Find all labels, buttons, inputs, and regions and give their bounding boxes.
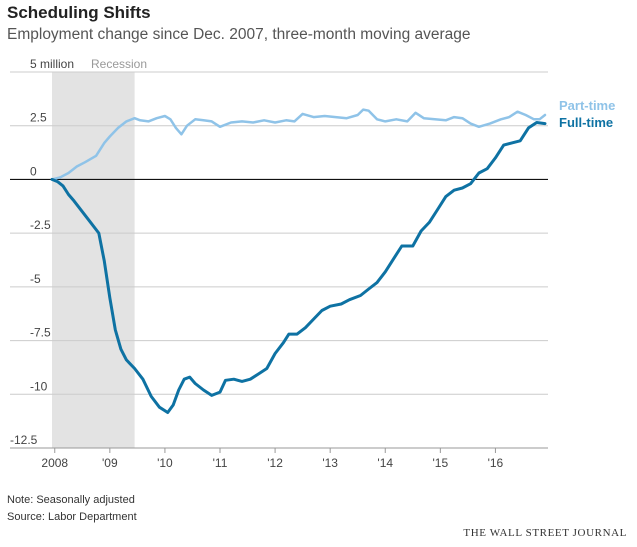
y-tick-label: -12.5 (10, 433, 38, 447)
recession-band (52, 72, 135, 448)
x-tick-label: '13 (322, 456, 338, 470)
line-chart: 5 million 2.5 0 -2.5 -5 -7.5 -10 -12.5 Recession… (10, 57, 615, 470)
legend: Part-time Full-time (559, 98, 615, 130)
y-tick-label: -7.5 (30, 326, 51, 340)
y-tick-label: 5 million (30, 57, 74, 71)
x-tick-label: '12 (267, 456, 283, 470)
full-time-line (50, 121, 547, 414)
y-tick-label: 2.5 (30, 111, 47, 125)
y-tick-label: -10 (30, 379, 48, 393)
recession-label: Recession (91, 57, 147, 71)
footnote-source: Source: Labor Department (7, 511, 137, 523)
x-tick-label: '09 (102, 456, 118, 470)
x-tick-label: '10 (157, 456, 173, 470)
y-tick-label: -5 (30, 272, 41, 286)
publisher-logo: THE WALL STREET JOURNAL (463, 527, 627, 539)
part-time-line (50, 108, 547, 181)
y-tick-label: -2.5 (30, 218, 51, 232)
chart-subtitle: Employment change since Dec. 2007, three… (7, 26, 471, 43)
footnote-note: Note: Seasonally adjusted (7, 494, 135, 506)
series-lines (50, 108, 547, 414)
x-axis: 2008 '09 '10 '11 '12 '13 '14 '15 '16 (10, 447, 548, 470)
x-tick-label: '14 (377, 456, 393, 470)
x-tick-label: '15 (433, 456, 449, 470)
x-tick-label: '11 (213, 456, 228, 470)
legend-full-time: Full-time (559, 115, 613, 130)
legend-part-time: Part-time (559, 98, 615, 113)
y-axis-labels: 5 million 2.5 0 -2.5 -5 -7.5 -10 -12.5 Recession (10, 57, 147, 447)
y-tick-label: 0 (30, 164, 37, 178)
x-tick-label: '16 (488, 456, 504, 470)
chart-title: Scheduling Shifts (7, 3, 151, 22)
x-tick-label: 2008 (41, 456, 68, 470)
